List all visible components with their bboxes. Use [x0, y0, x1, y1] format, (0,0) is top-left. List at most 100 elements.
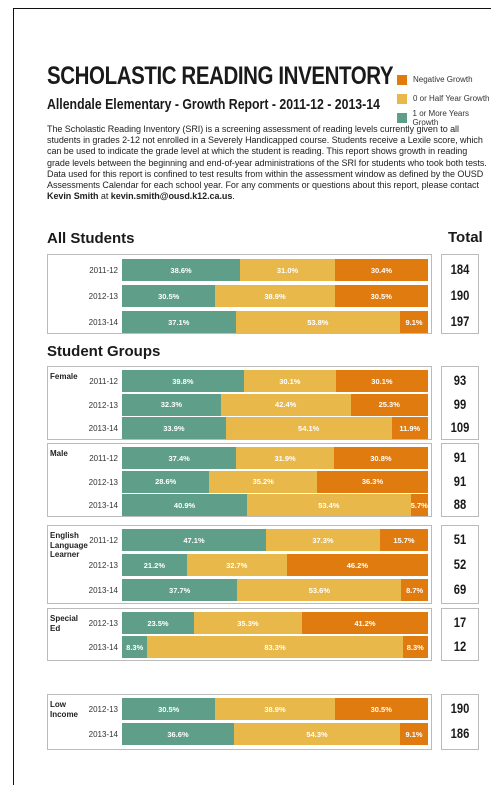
row-total: 12: [453, 638, 467, 654]
bar-segment-half-growth: 53.4%: [247, 494, 411, 516]
bar-segment-negative-growth: 15.7%: [379, 529, 428, 551]
bar-segment-full-growth: 23.5%: [122, 612, 194, 634]
total-header: Total: [448, 229, 483, 246]
bar-segment-half-growth: 42.4%: [220, 393, 351, 416]
bar-segment-negative-growth: 11.9%: [391, 417, 428, 439]
stacked-bar: 21.2% 32.7% 46.2%: [122, 554, 428, 576]
stacked-bar: 47.1% 37.3% 15.7%: [122, 529, 428, 551]
bar-segment-half-growth: 35.2%: [209, 470, 318, 493]
year-label: 2013-14: [88, 730, 118, 739]
year-label: 2012-13: [88, 400, 118, 410]
year-label: 2013-14: [88, 318, 118, 327]
row-total: 88: [453, 496, 467, 512]
year-label: 2013-14: [88, 643, 118, 652]
stacked-bar: 8.3% 83.3% 8.3%: [122, 636, 428, 658]
section-student-groups: Student Groups: [47, 343, 161, 360]
bar-segment-full-growth: 21.2%: [122, 554, 187, 576]
legend-swatch-negative: [397, 74, 407, 85]
total-panel: [441, 254, 479, 334]
bar-segment-half-growth: 37.3%: [265, 529, 380, 551]
bar-segment-negative-growth: 8.3%: [402, 636, 428, 658]
group-label: English Language Learner: [50, 531, 88, 559]
stacked-bar: 38.6% 31.0% 30.4%: [122, 259, 428, 281]
bar-segment-full-growth: 37.7%: [122, 579, 238, 601]
bar-segment-half-growth: 31.9%: [236, 447, 334, 469]
bar-segment-full-growth: 32.3%: [122, 393, 221, 416]
bar-segment-negative-growth: 30.4%: [334, 259, 428, 281]
year-label: 2012-13: [88, 705, 118, 714]
bar-segment-half-growth: 53.8%: [235, 311, 401, 333]
bar-segment-full-growth: 47.1%: [122, 529, 266, 551]
year-label: 2012-13: [88, 477, 118, 487]
group-label: Female: [50, 372, 78, 381]
bar-segment-full-growth: 39.8%: [122, 370, 244, 392]
year-label: 2013-14: [88, 586, 118, 595]
year-label: 2013-14: [88, 501, 118, 510]
row-total: 69: [453, 581, 467, 597]
bar-segment-negative-growth: 9.1%: [400, 723, 428, 745]
bar-segment-half-growth: 32.7%: [186, 554, 287, 576]
legend-item-half: 0 or Half Year Growth: [397, 89, 493, 108]
year-label: 2012-13: [88, 619, 118, 628]
row-total: 190: [450, 700, 470, 716]
contact-email[interactable]: kevin.smith@ousd.k12.ca.us: [110, 191, 233, 202]
bar-segment-full-growth: 33.9%: [122, 417, 226, 439]
stacked-bar: 30.5% 38.9% 30.5%: [122, 698, 428, 720]
bar-segment-half-growth: 54.3%: [233, 723, 401, 745]
row-total: 51: [453, 531, 467, 547]
bar-segment-half-growth: 38.9%: [215, 698, 335, 720]
bar-segment-full-growth: 30.5%: [122, 285, 216, 307]
row-total: 190: [450, 287, 470, 303]
group-label: Low Income: [50, 700, 79, 719]
report-subtitle: Allendale Elementary - Growth Report - 2…: [47, 96, 380, 113]
stacked-bar: 40.9% 53.4% 5.7%: [122, 494, 428, 516]
year-label: 2013-14: [88, 424, 118, 433]
bar-segment-full-growth: 38.6%: [122, 259, 241, 281]
report-page: [13, 8, 491, 785]
row-total: 109: [450, 419, 470, 435]
bar-segment-half-growth: 35.3%: [193, 612, 302, 634]
bar-segment-half-growth: 83.3%: [147, 636, 403, 658]
total-panel: [441, 443, 479, 517]
legend-item-full: 1 or More Years Growth: [397, 108, 493, 127]
chart-legend: Negative Growth 0 or Half Year Growth 1 …: [397, 70, 493, 127]
contact-at: at: [100, 191, 109, 202]
report-title: SCHOLASTIC READING INVENTORY: [47, 62, 394, 90]
bar-segment-negative-growth: 8.7%: [401, 579, 428, 601]
row-total: 93: [453, 372, 467, 388]
bar-segment-full-growth: 28.6%: [122, 470, 210, 493]
bar-segment-negative-growth: 25.3%: [350, 393, 428, 416]
stacked-bar: 28.6% 35.2% 36.3%: [122, 470, 428, 493]
stacked-bar: 37.1% 53.8% 9.1%: [122, 311, 428, 333]
total-panel: [441, 525, 479, 604]
bar-segment-full-growth: 8.3%: [122, 636, 148, 658]
year-label: 2011-12: [89, 454, 118, 463]
bar-segment-negative-growth: 30.5%: [334, 285, 428, 307]
bar-segment-full-growth: 37.1%: [122, 311, 236, 333]
bar-segment-negative-growth: 46.2%: [286, 554, 428, 576]
group-label: Male: [50, 449, 68, 458]
bar-segment-negative-growth: 30.1%: [335, 370, 428, 392]
bar-segment-full-growth: 36.6%: [122, 723, 234, 745]
group-label: Special Ed: [50, 614, 79, 633]
year-label: 2012-13: [88, 561, 118, 570]
legend-label-negative: Negative Growth: [413, 75, 473, 84]
bar-segment-half-growth: 54.1%: [225, 417, 392, 439]
bar-segment-full-growth: 30.5%: [122, 698, 216, 720]
legend-swatch-full: [397, 112, 407, 123]
stacked-bar: 39.8% 30.1% 30.1%: [122, 370, 428, 392]
bar-segment-negative-growth: 30.8%: [333, 447, 428, 469]
year-label: 2011-12: [89, 377, 118, 386]
section-all-students: All Students: [47, 230, 135, 247]
row-total: 17: [453, 614, 467, 630]
bar-segment-half-growth: 30.1%: [243, 370, 336, 392]
row-total: 91: [453, 449, 467, 465]
bar-segment-negative-growth: 41.2%: [301, 612, 428, 634]
year-label: 2011-12: [89, 536, 118, 545]
stacked-bar: 23.5% 35.3% 41.2%: [122, 612, 428, 634]
report-description: The Scholastic Reading Inventory (SRI) i…: [47, 124, 487, 202]
row-total: 99: [453, 395, 467, 412]
stacked-bar: 36.6% 54.3% 9.1%: [122, 723, 428, 745]
year-label: 2011-12: [89, 266, 118, 275]
bar-segment-full-growth: 40.9%: [122, 494, 248, 516]
